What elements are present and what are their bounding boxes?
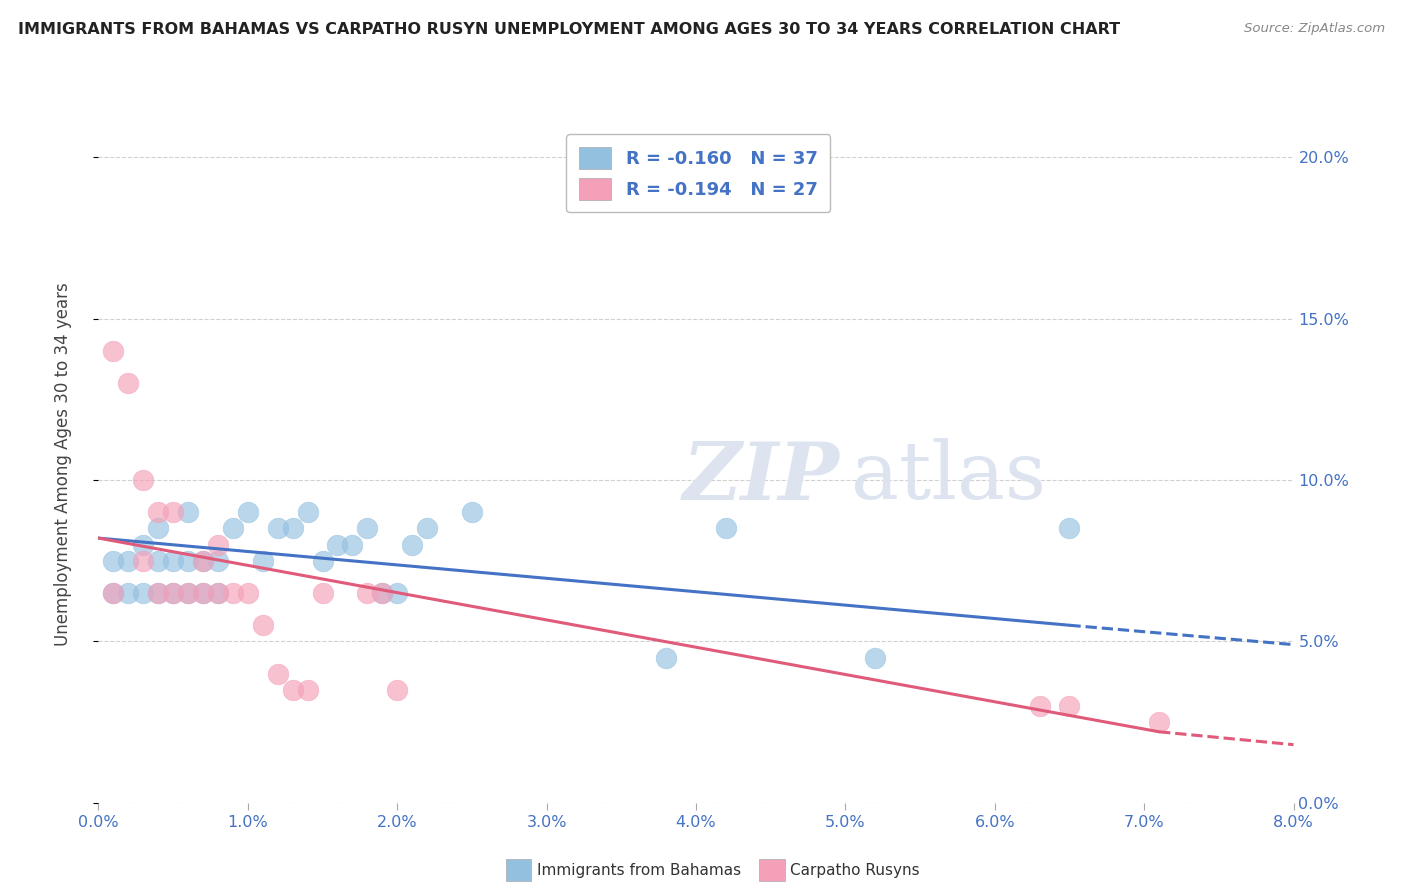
Point bbox=[714, 521, 737, 535]
Legend: R = -0.160   N = 37, R = -0.194   N = 27: R = -0.160 N = 37, R = -0.194 N = 27 bbox=[567, 134, 831, 212]
Point bbox=[401, 537, 423, 551]
Point bbox=[281, 682, 304, 697]
Point bbox=[162, 586, 184, 600]
Point bbox=[222, 521, 245, 535]
Point bbox=[117, 554, 139, 568]
Point bbox=[132, 473, 155, 487]
Point bbox=[297, 505, 319, 519]
Point bbox=[207, 554, 229, 568]
Point bbox=[252, 618, 274, 632]
Text: atlas: atlas bbox=[852, 438, 1046, 516]
Point bbox=[191, 586, 214, 600]
Point bbox=[148, 554, 170, 568]
Point bbox=[103, 586, 125, 600]
Point bbox=[177, 554, 200, 568]
Y-axis label: Unemployment Among Ages 30 to 34 years: Unemployment Among Ages 30 to 34 years bbox=[53, 282, 72, 646]
Point bbox=[371, 586, 394, 600]
Text: Carpatho Rusyns: Carpatho Rusyns bbox=[790, 863, 920, 878]
Point bbox=[148, 586, 170, 600]
Point bbox=[132, 537, 155, 551]
Point bbox=[177, 586, 200, 600]
Point bbox=[311, 554, 333, 568]
Point bbox=[162, 505, 184, 519]
Point bbox=[191, 554, 214, 568]
Text: Immigrants from Bahamas: Immigrants from Bahamas bbox=[537, 863, 741, 878]
Point bbox=[148, 505, 170, 519]
Point bbox=[236, 505, 259, 519]
Point bbox=[148, 521, 170, 535]
Point bbox=[207, 586, 229, 600]
Point bbox=[177, 586, 200, 600]
Point bbox=[236, 586, 259, 600]
Point bbox=[267, 666, 290, 681]
Point bbox=[385, 682, 409, 697]
Point bbox=[103, 343, 125, 358]
Point bbox=[132, 554, 155, 568]
Point bbox=[191, 554, 214, 568]
Point bbox=[311, 586, 333, 600]
Point bbox=[1147, 715, 1170, 730]
Text: IMMIGRANTS FROM BAHAMAS VS CARPATHO RUSYN UNEMPLOYMENT AMONG AGES 30 TO 34 YEARS: IMMIGRANTS FROM BAHAMAS VS CARPATHO RUSY… bbox=[18, 22, 1121, 37]
Point bbox=[117, 586, 139, 600]
Point bbox=[297, 682, 319, 697]
Point bbox=[1059, 521, 1081, 535]
Point bbox=[267, 521, 290, 535]
Point bbox=[1059, 698, 1081, 713]
Point bbox=[148, 586, 170, 600]
Point bbox=[191, 586, 214, 600]
Point bbox=[385, 586, 409, 600]
Point bbox=[162, 554, 184, 568]
Point bbox=[162, 586, 184, 600]
Point bbox=[356, 521, 378, 535]
Point bbox=[356, 586, 378, 600]
Point bbox=[863, 650, 886, 665]
Point bbox=[103, 586, 125, 600]
Point bbox=[416, 521, 439, 535]
Point bbox=[342, 537, 364, 551]
Point bbox=[207, 537, 229, 551]
Point bbox=[132, 586, 155, 600]
Point bbox=[655, 650, 678, 665]
Point bbox=[281, 521, 304, 535]
Point bbox=[117, 376, 139, 391]
Point bbox=[222, 586, 245, 600]
Point bbox=[252, 554, 274, 568]
Point bbox=[103, 554, 125, 568]
Point bbox=[461, 505, 484, 519]
Point bbox=[1028, 698, 1050, 713]
Point bbox=[326, 537, 349, 551]
Text: Source: ZipAtlas.com: Source: ZipAtlas.com bbox=[1244, 22, 1385, 36]
Point bbox=[207, 586, 229, 600]
Text: ZIP: ZIP bbox=[682, 439, 839, 516]
Point bbox=[371, 586, 394, 600]
Point bbox=[177, 505, 200, 519]
